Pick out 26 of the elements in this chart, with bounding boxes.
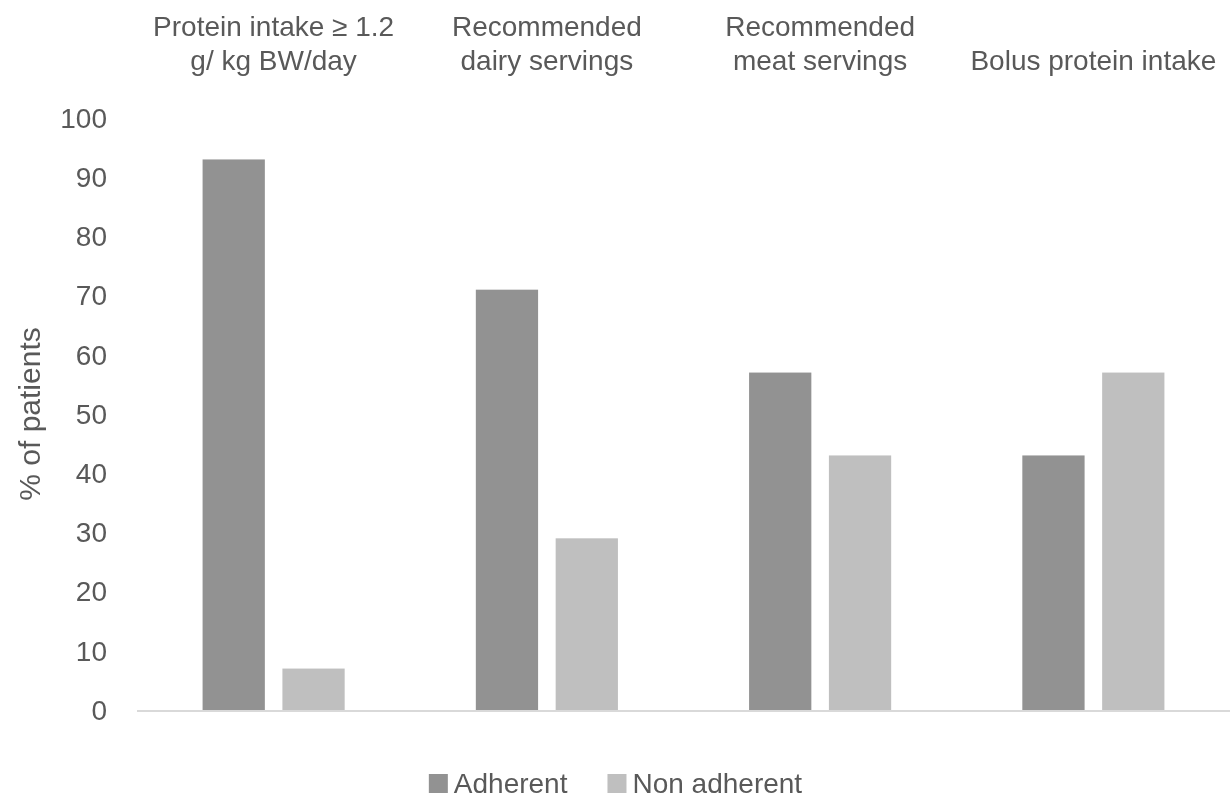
bar xyxy=(555,538,618,710)
x-tick-label: Recommended meat servings xyxy=(725,11,916,76)
bar xyxy=(475,289,539,710)
y-tick-label: 10 xyxy=(75,635,107,667)
y-tick-label: 90 xyxy=(75,162,107,193)
y-tick-label: 70 xyxy=(75,280,107,312)
y-axis-title: % of patients xyxy=(13,327,46,501)
bar xyxy=(282,668,345,710)
y-tick-label: 0 xyxy=(91,694,107,726)
legend-label: Non adherent xyxy=(632,768,803,799)
bar xyxy=(749,372,812,710)
bar xyxy=(1022,455,1085,710)
y-tick-label: 20 xyxy=(75,576,107,608)
x-tick-label: Recommended dairy servings xyxy=(451,11,642,76)
legend-label: Adherent xyxy=(453,768,568,799)
y-tick-label: 100 xyxy=(60,102,107,134)
y-tick-label: 80 xyxy=(75,221,107,253)
x-tick-label: Bolus protein intake xyxy=(970,45,1217,76)
y-tick-label: 50 xyxy=(75,398,107,430)
y-tick-label: 40 xyxy=(75,458,107,489)
y-tick-label: 60 xyxy=(75,339,107,371)
bar xyxy=(828,455,892,710)
y-tick-label: 30 xyxy=(75,517,107,549)
bar xyxy=(202,159,265,710)
x-tick-label: Protein intake ≥ 1.2 g/ kg BW/day xyxy=(153,11,395,76)
bar xyxy=(1102,372,1165,710)
